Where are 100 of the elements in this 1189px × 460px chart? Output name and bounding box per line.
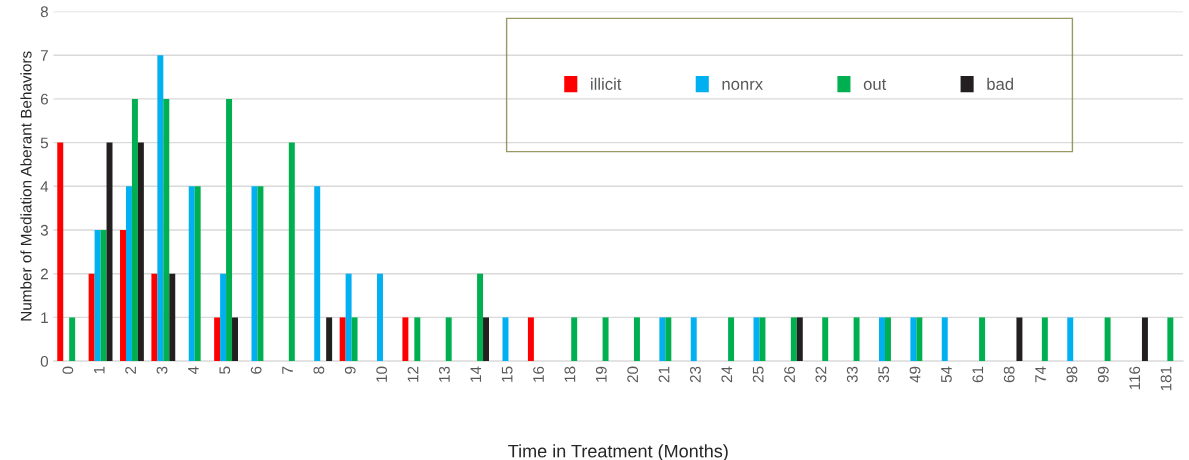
x-tick-label: 5 [219, 366, 231, 374]
x-tick-label: 61 [972, 366, 984, 383]
x-tick-label: 7 [282, 366, 293, 374]
bar [853, 317, 860, 362]
legend-label: bad [987, 77, 1014, 90]
bar [527, 317, 534, 362]
x-tick-label: 9 [344, 366, 356, 374]
bar [151, 273, 158, 362]
bar [314, 186, 321, 362]
x-tick-label: 10 [376, 366, 388, 382]
bar [163, 98, 170, 362]
x-tick-label: 20 [627, 366, 639, 383]
x-tick-label: 21 [658, 366, 670, 383]
x-tick-label: 26 [784, 366, 795, 383]
x-tick-label: 16 [533, 366, 544, 382]
legend-label: nonrx [722, 80, 763, 90]
x-tick-label: 13 [438, 366, 450, 382]
bar [822, 317, 829, 362]
x-tick-label: 24 [721, 366, 733, 383]
x-tick-label: 54 [941, 366, 952, 383]
y-tick-label: 1 [41, 312, 48, 323]
bar [414, 317, 421, 362]
bar [659, 317, 666, 362]
bar [120, 230, 126, 362]
x-tick-label: 116 [1129, 366, 1141, 390]
bar [796, 317, 803, 362]
bar [57, 142, 64, 362]
bar [125, 186, 132, 362]
x-tick-label: 181 [1160, 366, 1172, 391]
bar [69, 317, 76, 362]
y-tick-label: 7 [40, 50, 48, 61]
x-tick-label: 15 [501, 366, 513, 382]
x-tick-label: 8 [313, 366, 325, 374]
bar [88, 273, 95, 362]
y-tick-label: 6 [40, 93, 48, 105]
bar [377, 273, 383, 362]
bar [351, 317, 358, 362]
x-tick-label: 19 [595, 366, 607, 382]
x-tick-label: 6 [250, 366, 262, 374]
bar [483, 317, 490, 362]
bar [251, 186, 258, 362]
y-tick-label: 3 [40, 224, 48, 236]
x-tick-label: 33 [846, 366, 858, 383]
bar [1016, 317, 1023, 362]
bar [979, 317, 986, 362]
bar [571, 317, 578, 362]
x-tick-label: 98 [1066, 366, 1078, 383]
bar [1067, 317, 1074, 362]
bar [226, 98, 233, 362]
bar [1167, 317, 1174, 362]
bar [665, 317, 672, 362]
bar [345, 273, 352, 362]
x-tick-label: 3 [156, 366, 168, 374]
x-tick-label: 99 [1097, 366, 1109, 383]
x-tick-label: 0 [62, 366, 74, 374]
x-tick-label: 18 [564, 366, 576, 382]
bar [910, 317, 917, 362]
bar [94, 230, 101, 362]
bar [884, 317, 891, 362]
x-tick-label: 14 [470, 366, 482, 382]
bar [157, 55, 164, 362]
bar [257, 186, 264, 362]
bar [220, 273, 227, 362]
y-tick-label: 4 [40, 181, 49, 192]
bar [232, 317, 238, 362]
bar [1141, 317, 1148, 362]
y-tick-label: 2 [40, 268, 48, 280]
y-axis-title: Number of Mediation Aberant Behaviors [20, 51, 32, 321]
bar [602, 317, 609, 362]
legend-label: out [863, 79, 887, 90]
x-tick-label: 23 [690, 366, 701, 383]
bar [690, 317, 697, 362]
bar [633, 317, 640, 362]
x-tick-label: 4 [188, 366, 199, 375]
bar [326, 317, 333, 362]
bar [916, 317, 923, 362]
bar [339, 317, 346, 362]
bar [879, 317, 885, 362]
x-tick-label: 2 [125, 366, 136, 374]
bar [137, 142, 144, 362]
x-tick-label: 74 [1035, 366, 1046, 383]
bar [194, 186, 201, 362]
bar [169, 273, 176, 362]
bar [131, 98, 138, 362]
y-tick-label: 8 [40, 6, 48, 18]
bar [445, 317, 452, 362]
bar [402, 317, 409, 362]
bar [1104, 317, 1111, 362]
x-tick-label: 32 [815, 366, 827, 383]
x-tick-label: 35 [878, 366, 890, 383]
x-tick-label: 12 [407, 366, 419, 382]
bar [1041, 317, 1048, 362]
x-tick-label: 49 [909, 366, 921, 383]
bar [214, 317, 221, 362]
bar [477, 273, 484, 362]
bar [759, 317, 766, 362]
bar [790, 317, 797, 362]
legend-label: illicit [591, 77, 622, 90]
x-tick-label: 25 [752, 366, 764, 383]
bar [288, 142, 295, 362]
